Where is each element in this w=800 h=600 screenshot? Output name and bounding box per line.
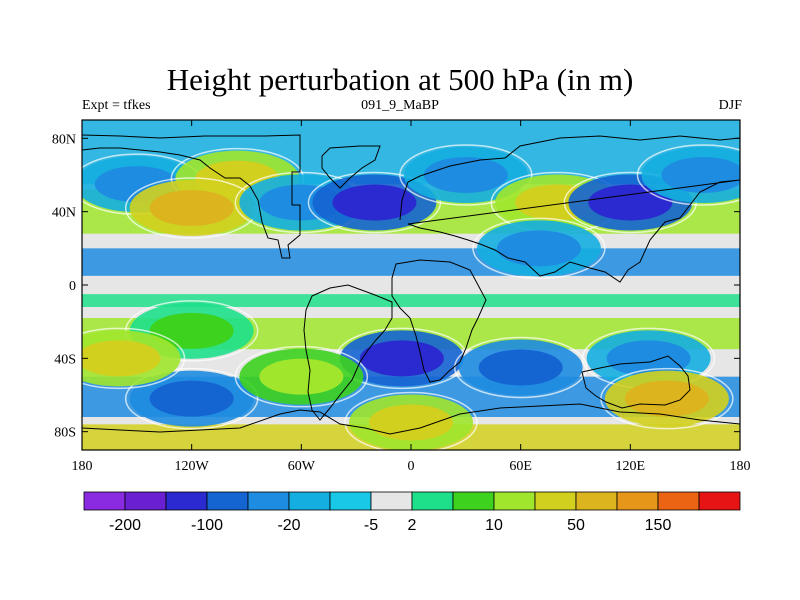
colorbar-swatch: [288, 491, 331, 511]
band-equator-south: [82, 294, 740, 307]
colorbar-swatch: [657, 491, 700, 511]
zero-contour-12: [82, 327, 186, 390]
coastline-north-america: [82, 134, 301, 259]
x-tick-label: 180: [730, 459, 751, 474]
colorbar-swatch: [165, 491, 208, 511]
colorbar-swatch: [493, 491, 536, 511]
colorbar-label: 150: [645, 517, 672, 534]
season-label: DJF: [718, 98, 742, 113]
field-region-18: [624, 380, 709, 417]
band-north-subtropic: [82, 248, 740, 276]
coastline-antarctica: [82, 403, 740, 435]
zero-contour-14: [234, 345, 369, 408]
x-tick-label: 60W: [288, 459, 316, 474]
colorbar-swatch: [575, 491, 618, 511]
colorbar-swatch: [616, 491, 659, 511]
colorbar-label: -20: [277, 517, 300, 534]
coastline-australia: [581, 355, 691, 409]
coastline-africa: [391, 259, 487, 383]
colorbar-label: 10: [485, 517, 503, 534]
chart-title: Height perturbation at 500 hPa (in m): [166, 62, 634, 97]
coastline-south-america: [303, 284, 393, 421]
field-region-13: [359, 340, 444, 377]
colorbar-label: -5: [364, 517, 378, 534]
zero-contour-15: [453, 336, 588, 399]
field-region-15: [478, 349, 563, 386]
field-region-9: [496, 230, 581, 267]
field-region-16: [606, 340, 691, 377]
experiment-label: Expt = tfkes: [82, 98, 151, 113]
zero-contour-8: [636, 144, 740, 206]
y-tick-label: 0: [69, 279, 76, 294]
colorbar-label: -100: [191, 517, 223, 534]
colorbar-swatch: [411, 491, 454, 511]
y-tick-label: 40S: [54, 352, 76, 367]
colorbar-label: 2: [408, 517, 417, 534]
field-region-11: [149, 380, 234, 417]
colorbar-swatch: [329, 491, 372, 511]
field-region-12: [82, 340, 161, 377]
y-tick-label: 80N: [52, 132, 76, 147]
colorbar-swatch: [124, 491, 167, 511]
y-tick-label: 40N: [52, 206, 76, 221]
colorbar-swatch: [247, 491, 290, 511]
colorbar-label: -200: [109, 517, 141, 534]
colorbar-swatch: [452, 491, 495, 511]
colorbar-label: 50: [567, 517, 585, 534]
colorbar-swatch: [83, 491, 126, 511]
x-tick-label: 0: [408, 459, 415, 474]
field-region-8: [661, 157, 740, 193]
colorbar-swatch: [206, 491, 249, 511]
x-tick-label: 120W: [175, 459, 210, 474]
colorbar-swatch: [698, 491, 741, 511]
zero-contour-17: [344, 391, 478, 450]
y-tick-label: 80S: [54, 426, 76, 441]
field-region-5: [423, 157, 508, 193]
field-region-4: [332, 184, 417, 221]
coastline-eurasia: [399, 135, 740, 283]
coastline-greenland: [321, 145, 381, 189]
zero-contour-9: [472, 217, 606, 280]
x-tick-label: 60E: [509, 459, 532, 474]
x-tick-label: 180: [72, 459, 93, 474]
field-region-17: [369, 404, 453, 441]
x-tick-label: 120E: [616, 459, 646, 474]
field-region-14: [259, 358, 344, 395]
colorbar-swatch: [534, 491, 577, 511]
colorbar-swatch: [370, 491, 413, 511]
field-region-2: [149, 190, 234, 226]
run-label: 091_9_MaBP: [361, 98, 439, 113]
